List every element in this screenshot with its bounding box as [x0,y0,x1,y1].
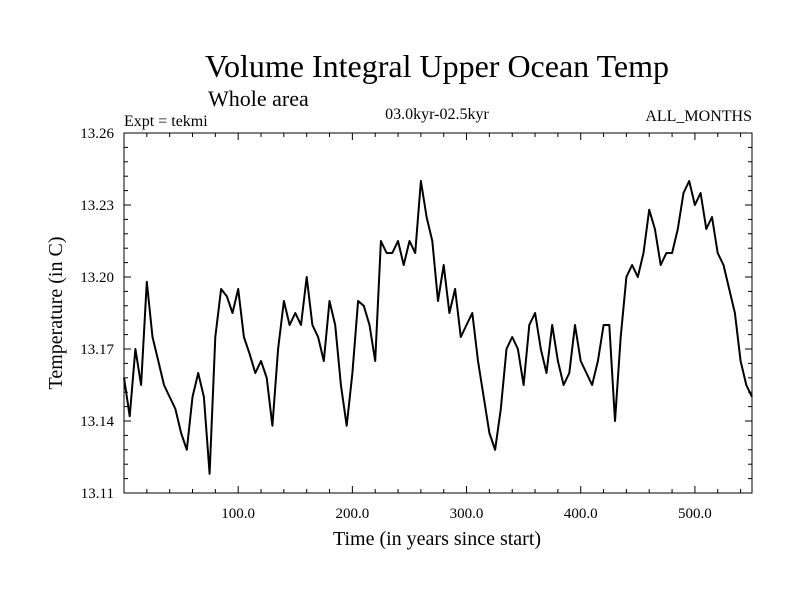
x-tick-label: 100.0 [221,506,255,522]
x-tick-label: 300.0 [450,506,484,522]
x-tick-label: 500.0 [678,506,712,522]
experiment-label: Expt = tekmi [124,113,208,130]
x-tick-label: 400.0 [564,506,598,522]
plot-frame [123,132,753,494]
y-axis-label: Temperature (in C) [45,237,67,390]
x-axis-label: Time (in years since start) [333,528,541,550]
temperature-series-line [123,180,753,475]
y-tick-label: 13.17 [80,342,114,358]
period-label: 03.0kyr-02.5kyr [385,106,489,123]
y-tick-label: 13.20 [80,270,114,286]
y-axis: 13.11 13.14 13.17 13.20 13.23 13.26 [80,126,752,502]
y-tick-label: 13.14 [80,414,114,430]
x-axis: 100.0 200.0 300.0 400.0 500.0 [123,133,742,522]
chart-title: Volume Integral Upper Ocean Temp [205,48,669,84]
y-tick-label: 13.26 [80,126,114,142]
chart-subtitle: Whole area [208,86,309,111]
y-tick-label: 13.23 [80,198,114,214]
x-tick-label: 200.0 [335,506,369,522]
months-label: ALL_MONTHS [645,108,752,125]
y-tick-label: 13.11 [81,486,114,502]
